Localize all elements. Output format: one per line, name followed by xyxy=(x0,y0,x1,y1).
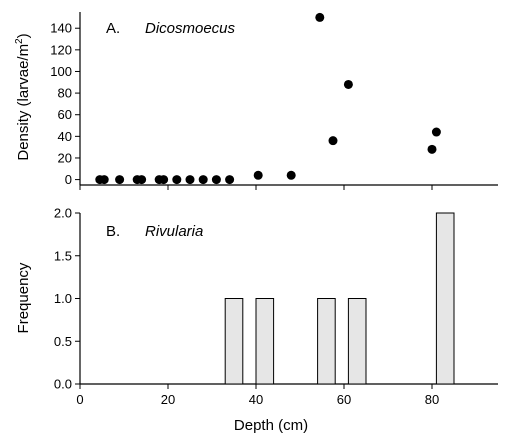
x-tick-label: 60 xyxy=(337,392,351,407)
histogram-bar xyxy=(255,298,275,385)
panel-b-y-tick-label: 2.0 xyxy=(54,206,72,221)
data-point xyxy=(198,175,208,185)
panel-b-y-tick-label: 0.5 xyxy=(54,334,72,349)
panel-a-y-tick-label: 20 xyxy=(58,150,72,165)
panel-a-y-tick-label: 120 xyxy=(50,42,72,57)
panel-a-y-tick-label: 80 xyxy=(58,86,72,101)
data-point xyxy=(99,175,109,185)
panel-a-y-tick-label: 140 xyxy=(50,21,72,36)
panel-b-x-ticks: 0 20 40 60 80 xyxy=(76,384,439,407)
data-point xyxy=(431,127,441,137)
panel-a-title: Dicosmoecus xyxy=(145,20,236,37)
histogram-bar xyxy=(435,212,455,385)
data-point xyxy=(315,12,325,22)
x-tick-label: 20 xyxy=(161,392,175,407)
data-point xyxy=(172,175,182,185)
panel-b-letter: B. xyxy=(106,223,120,240)
data-point xyxy=(253,170,263,180)
data-point xyxy=(159,175,169,185)
panel-a-x-ticks xyxy=(79,185,433,190)
histogram-bar xyxy=(317,298,336,385)
x-tick-label: 80 xyxy=(425,392,439,407)
panel-a-y-tick-label: 60 xyxy=(58,107,72,122)
panel-b-y-tick-label: 1.5 xyxy=(54,248,72,263)
data-point xyxy=(185,175,195,185)
panel-a-letter: A. xyxy=(106,20,120,37)
x-axis-label: Depth (cm) xyxy=(234,417,308,434)
histogram-bar xyxy=(224,298,244,385)
data-point xyxy=(328,136,338,146)
data-point xyxy=(115,175,125,185)
data-point xyxy=(343,79,353,89)
data-point xyxy=(137,175,147,185)
panel-b-title: Rivularia xyxy=(145,223,203,240)
panel-a-y-tick-label: 0 xyxy=(65,172,72,187)
data-point xyxy=(211,175,221,185)
data-point xyxy=(225,175,235,185)
panel-a-y-ticks: 0 20 40 60 80 100 120 140 xyxy=(50,21,80,187)
panel-b-y-ticks: 0.0 0.5 1.0 1.5 2.0 xyxy=(54,206,80,392)
panel-b-y-tick-label: 0.0 xyxy=(54,377,72,392)
panel-a-y-tick-label: 40 xyxy=(58,129,72,144)
x-tick-label: 40 xyxy=(249,392,263,407)
panel-a-y-tick-label: 100 xyxy=(50,64,72,79)
data-point xyxy=(286,170,296,180)
panel-a-y-axis-label: Density (larvae/m2) xyxy=(14,33,32,160)
panel-b-bars xyxy=(224,212,455,385)
histogram-bar xyxy=(347,298,367,385)
data-point xyxy=(427,144,437,154)
x-tick-label: 0 xyxy=(76,392,83,407)
panel-b-y-axis-label: Frequency xyxy=(15,262,32,333)
panel-a-points xyxy=(95,12,441,185)
panel-b-y-tick-label: 1.0 xyxy=(54,291,72,306)
panel-a-dicosmoecus: 0 20 40 60 80 100 120 140 A. Dicosmoecus Densit… xyxy=(14,12,498,190)
panel-b-rivularia: 0.0 0.5 1.0 1.5 2.0 0 20 40 60 80 B. Rivularia F… xyxy=(15,206,498,434)
